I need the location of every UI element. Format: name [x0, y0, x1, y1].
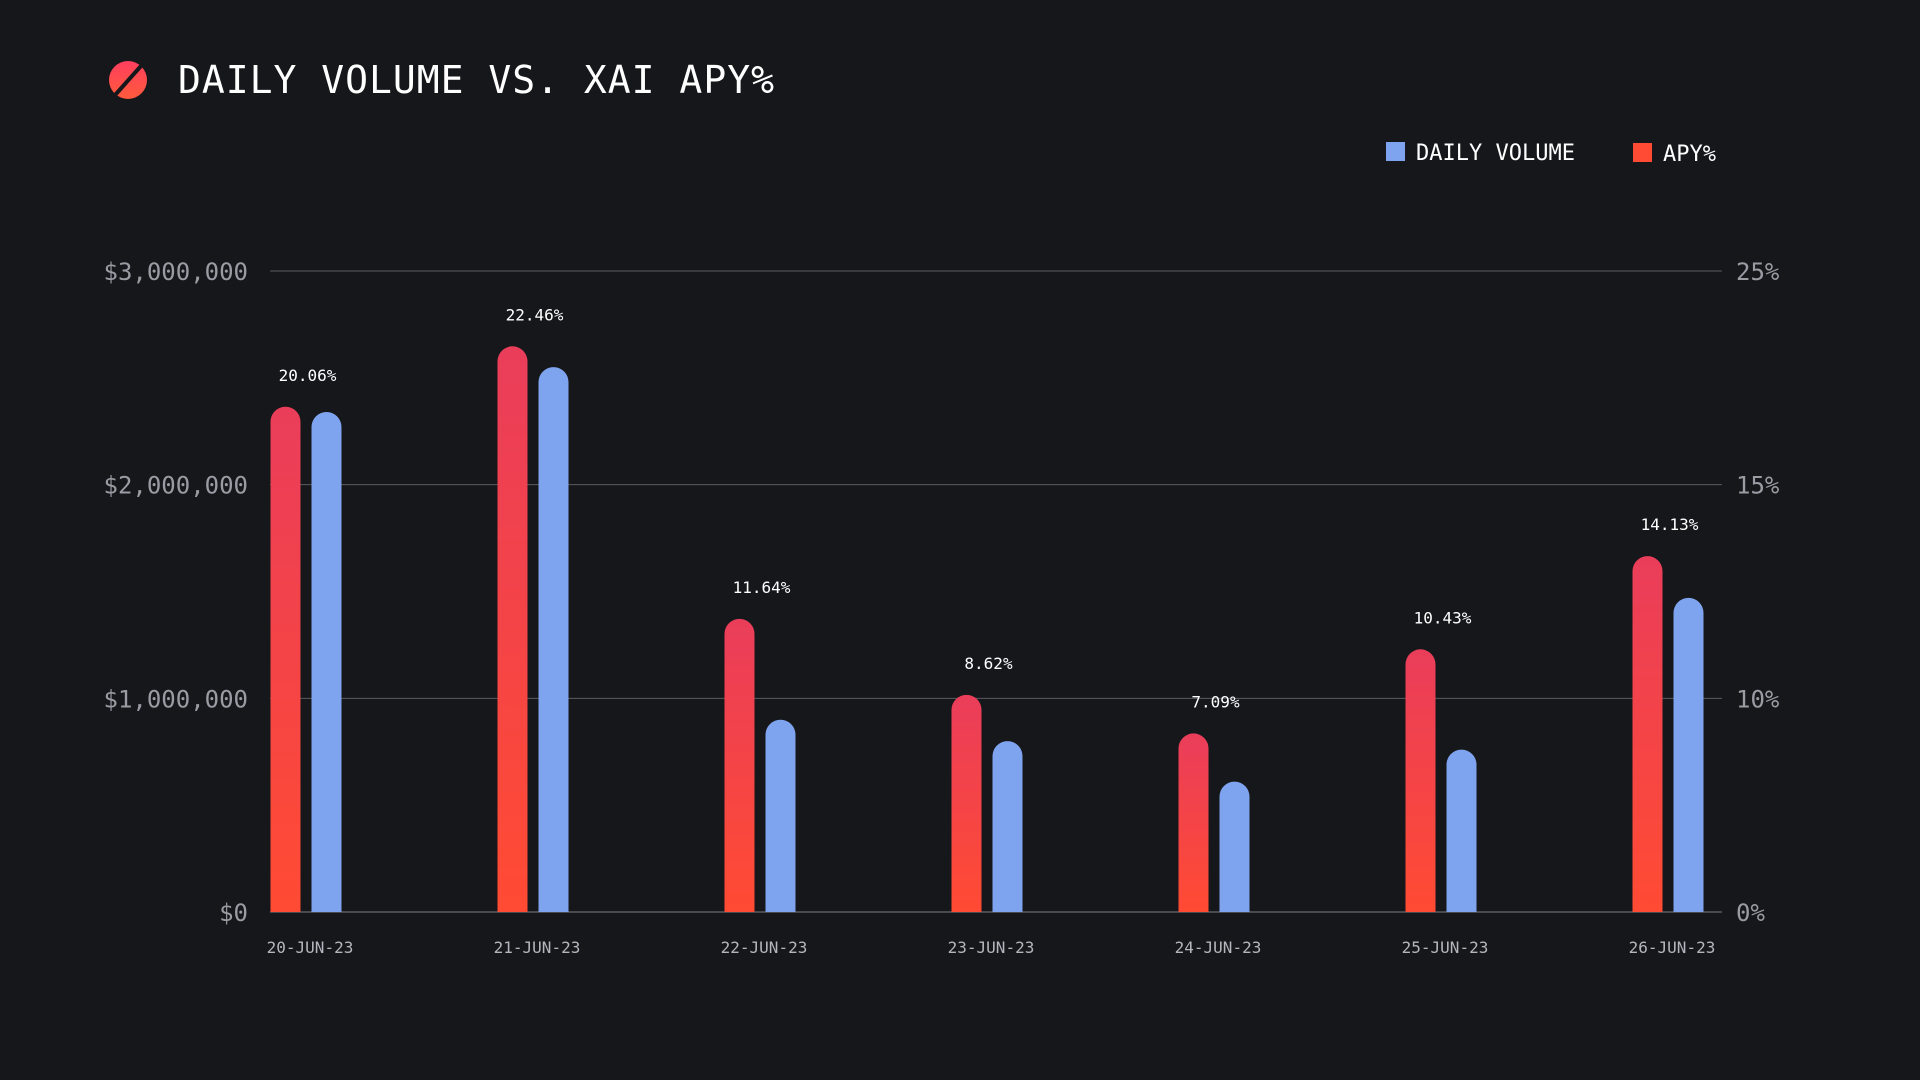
legend-label-apy: APY%: [1663, 142, 1716, 167]
x-tick-label: 24-JUN-23: [1175, 938, 1262, 957]
legend-label-daily-volume: DAILY VOLUME: [1416, 141, 1575, 166]
apy-data-label: 8.62%: [964, 654, 1013, 673]
apy-bar: [1178, 733, 1209, 912]
left-tick-label: $0: [219, 899, 248, 927]
apy-bar: [951, 694, 982, 912]
right-tick-label: 10%: [1736, 685, 1780, 713]
apy-bar: [1632, 556, 1663, 912]
left-axis: $0 $1,000,000 $2,000,000 $3,000,000: [104, 258, 249, 927]
chart-title: DAILY VOLUME VS. XAI APY%: [178, 58, 775, 102]
x-tick-label: 25-JUN-23: [1402, 938, 1489, 957]
right-tick-label: 0%: [1736, 899, 1765, 927]
daily-volume-bar: [1446, 749, 1477, 912]
x-axis: 20-JUN-23 21-JUN-23 22-JUN-23 23-JUN-23 24-J…: [267, 938, 1716, 957]
left-tick-label: $3,000,000: [104, 258, 249, 286]
apy-bar: [270, 406, 301, 912]
legend: DAILY VOLUME APY%: [1386, 141, 1716, 167]
apy-data-label: 20.06%: [279, 366, 337, 385]
right-axis: 0% 10% 15% 25%: [1736, 258, 1780, 927]
apy-data-label: 11.64%: [733, 578, 791, 597]
x-tick-label: 20-JUN-23: [267, 938, 354, 957]
daily-volume-bar: [1219, 781, 1250, 912]
data-labels: 20.06% 22.46% 11.64% 8.62% 7.09% 10.43% 14.13%: [279, 305, 1699, 711]
apy-bar: [497, 346, 528, 912]
right-tick-label: 25%: [1736, 258, 1780, 286]
apy-data-label: 10.43%: [1414, 608, 1472, 627]
slashed-circle-icon: [109, 61, 147, 99]
daily-volume-bar: [765, 719, 796, 912]
daily-volume-bar: [992, 741, 1023, 912]
right-tick-label: 15%: [1736, 472, 1780, 500]
apy-data-label: 14.13%: [1641, 515, 1699, 534]
x-tick-label: 26-JUN-23: [1629, 938, 1716, 957]
daily-volume-bar: [311, 412, 342, 912]
bars: [270, 346, 1704, 912]
legend-swatch-daily-volume: [1386, 142, 1405, 161]
legend-swatch-apy: [1633, 143, 1652, 162]
legend-item-daily-volume: DAILY VOLUME: [1386, 141, 1575, 166]
legend-item-apy: APY%: [1633, 142, 1716, 167]
x-tick-label: 23-JUN-23: [948, 938, 1035, 957]
x-tick-label: 22-JUN-23: [721, 938, 808, 957]
x-tick-label: 21-JUN-23: [494, 938, 581, 957]
apy-bar: [1405, 649, 1436, 912]
apy-data-label: 7.09%: [1191, 692, 1240, 711]
daily-volume-bar: [1673, 597, 1704, 912]
left-tick-label: $1,000,000: [104, 685, 249, 713]
daily-volume-bar: [538, 367, 569, 912]
left-tick-label: $2,000,000: [104, 472, 249, 500]
apy-bar: [724, 618, 755, 912]
apy-data-label: 22.46%: [506, 305, 564, 324]
